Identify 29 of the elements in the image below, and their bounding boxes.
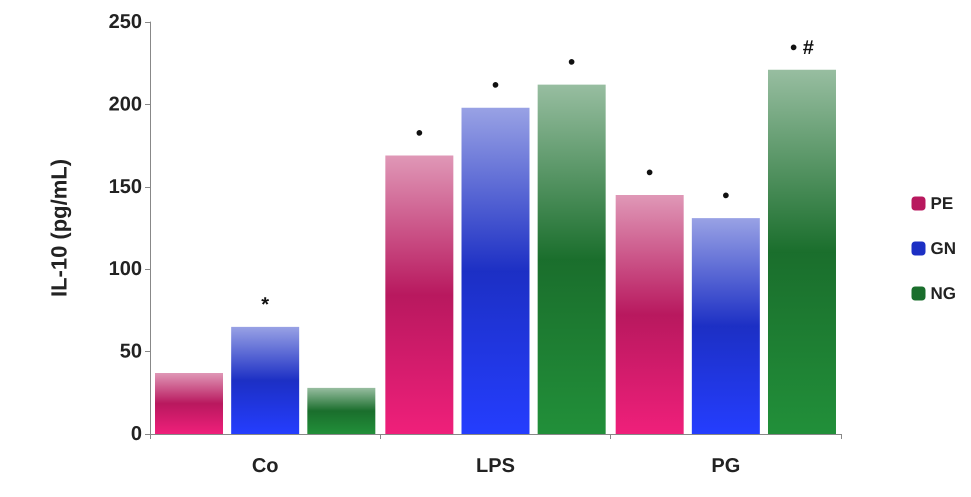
y-tick-label: 0 [130, 423, 142, 445]
x-tick-label: Co [252, 455, 279, 477]
y-tick-label: 100 [108, 258, 142, 280]
bar [385, 155, 454, 434]
bar [692, 218, 760, 434]
data-label: • # [790, 36, 814, 59]
y-tick-label: 250 [108, 11, 142, 33]
y-tick-label: 150 [108, 176, 142, 198]
bar [231, 326, 300, 434]
data-label: * [261, 294, 270, 316]
bar [462, 108, 530, 434]
data-label: • [416, 122, 423, 144]
bar [538, 84, 606, 434]
data-label: • [492, 74, 500, 97]
legend-label: GN [930, 239, 956, 258]
bar [155, 373, 224, 434]
data-label: • [568, 52, 576, 74]
y-tick-label: 200 [108, 93, 142, 116]
bar [616, 195, 684, 434]
y-tick-label: 50 [120, 340, 142, 363]
legend-label: NG [930, 284, 956, 303]
x-tick-label: LPS [476, 455, 515, 477]
legend-label: PE [930, 194, 954, 213]
data-label: • [646, 162, 654, 184]
y-axis-title: IL-10 (pg/mL) [46, 158, 72, 298]
x-tick-label: PG [711, 455, 740, 477]
bar [307, 388, 376, 434]
bar [768, 70, 836, 434]
data-label: • [722, 185, 730, 208]
